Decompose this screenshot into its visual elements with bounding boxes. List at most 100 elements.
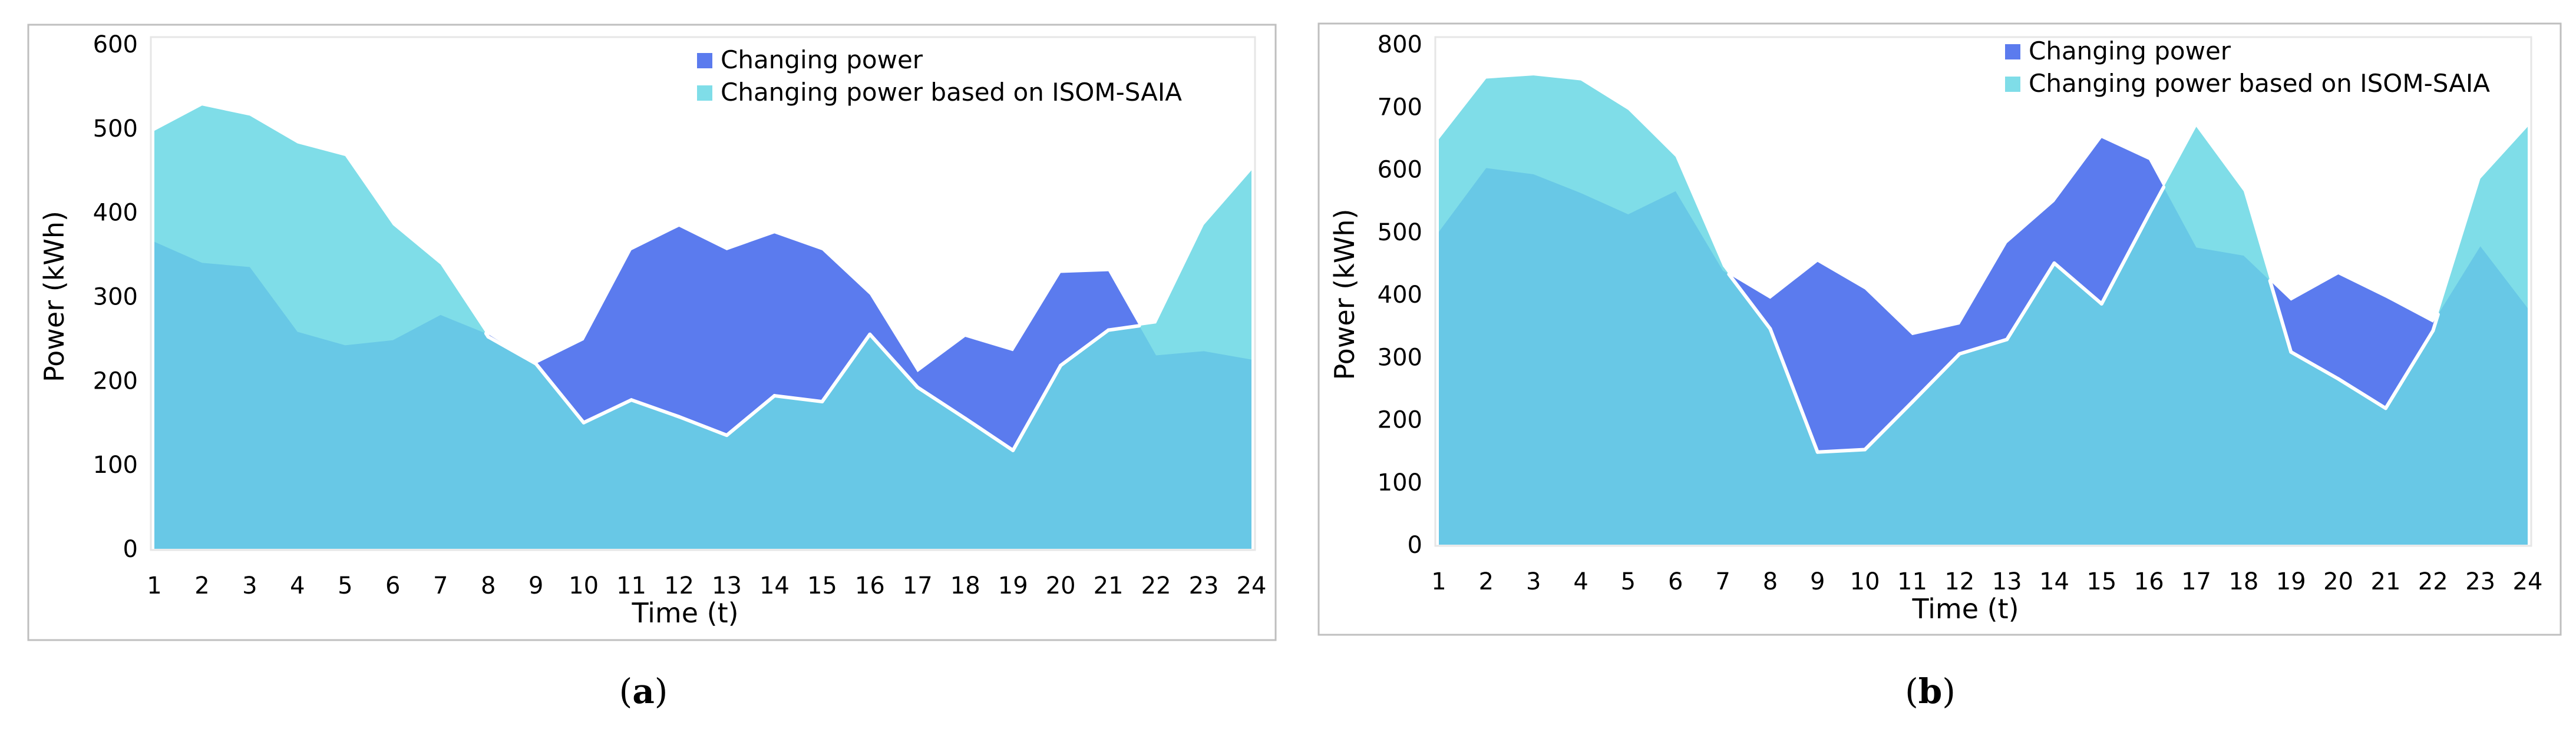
x-tick-label-b: 4: [1573, 568, 1588, 595]
isom-below-outline-a: [1107, 324, 1141, 332]
x-tick-label-b: 12: [1944, 568, 1974, 595]
y-tick-label-b: 100: [1378, 469, 1422, 496]
y-tick-label-a: 200: [93, 367, 138, 395]
y-axis-title-b: Power (kWh): [1329, 209, 1360, 380]
x-axis-title-a: Time (t): [631, 597, 738, 629]
x-tick-label-b: 14: [2039, 568, 2069, 595]
y-tick-label-b: 200: [1378, 407, 1422, 434]
overlap-area-a: [154, 241, 1251, 549]
isom-below-outline-a: [772, 394, 824, 404]
isom-below-outline-a: [725, 394, 777, 438]
y-tick-label-b: 300: [1378, 344, 1422, 371]
caption-a: (a): [619, 671, 668, 711]
x-tick-label-a: 3: [242, 572, 257, 599]
x-tick-label-b: 6: [1668, 568, 1683, 595]
isom-below-outline-b: [2289, 350, 2340, 381]
isom-below-outline-a: [1011, 363, 1063, 452]
x-tick-label-b: 20: [2323, 568, 2353, 595]
x-tick-label-b: 9: [1810, 568, 1825, 595]
isom-below-outline-b: [1910, 352, 1961, 404]
x-tick-label-b: 15: [2086, 568, 2116, 595]
chart-panel-a: 0 100 200 300 400 500 600 1 2 3 4 5 6 7 8 9 10 11 12 13 14 15…: [27, 24, 1277, 711]
x-tick-label-b: 21: [2371, 568, 2401, 595]
x-tick-label-a: 8: [481, 572, 496, 599]
isom-below-outline-a: [820, 332, 872, 404]
x-axis-title-b: Time (t): [1911, 593, 2019, 625]
isom-below-outline-b: [1815, 448, 1867, 454]
x-tick-label-a: 16: [855, 572, 885, 599]
legend-label-a: Changing power: [721, 45, 923, 74]
isom-below-outline-b: [2268, 279, 2293, 354]
x-tick-label-b: 1: [1431, 568, 1446, 595]
legend-label-b: Changing power based on ISOM-SAIA: [2029, 69, 2490, 98]
x-tick-label-a: 1: [147, 572, 161, 599]
caption-b: (b): [1905, 671, 1956, 711]
y-tick-label-a: 100: [93, 452, 138, 479]
x-tick-label-a: 9: [529, 572, 543, 599]
x-tick-label-a: 4: [290, 572, 305, 599]
isom-below-outline-a: [582, 398, 633, 425]
x-tick-label-a: 12: [664, 572, 694, 599]
isom-below-outline-a: [677, 415, 729, 438]
y-tick-label-a: 500: [93, 115, 138, 143]
isom-below-outline-b: [1768, 327, 1819, 454]
x-tick-label-a: 19: [998, 572, 1028, 599]
y-tick-label-a: 400: [93, 200, 138, 227]
isom-below-outline-a: [963, 416, 1015, 452]
x-tick-label-a: 14: [759, 572, 790, 599]
x-tick-label-a: 6: [385, 572, 400, 599]
isom-below-outline-b: [1863, 400, 1914, 452]
y-tick-label-a: 300: [93, 284, 138, 311]
isom-below-outline-b: [2005, 261, 2056, 342]
isom-below-outline-b: [2431, 312, 2440, 333]
x-tick-label-a: 13: [712, 572, 742, 599]
x-tick-label-a: 17: [903, 572, 933, 599]
y-tick-label-b: 0: [1408, 532, 1422, 559]
isom-below-outline-b: [2383, 329, 2435, 410]
caption-a-letter: a: [632, 671, 655, 711]
caption-b-letter: b: [1918, 671, 1943, 711]
isom-below-outline-a: [534, 362, 586, 425]
x-tick-label-a: 18: [950, 572, 980, 599]
x-tick-label-b: 24: [2513, 568, 2543, 595]
x-tick-label-a: 23: [1189, 572, 1219, 599]
x-tick-label-b: 2: [1479, 568, 1494, 595]
y-tick-label-b: 700: [1378, 94, 1422, 121]
isom-below-outline-b: [2147, 185, 2166, 216]
x-tick-label-b: 3: [1526, 568, 1541, 595]
x-tick-label-a: 20: [1046, 572, 1076, 599]
isom-below-outline-b: [1957, 337, 2009, 356]
isom-below-outline-a: [486, 335, 538, 366]
x-tick-label-b: 17: [2181, 568, 2211, 595]
y-tick-label-a: 600: [93, 31, 138, 58]
x-tick-label-b: 13: [1992, 568, 2022, 595]
isom-below-outline-b: [2336, 377, 2387, 410]
x-tick-label-b: 8: [1763, 568, 1778, 595]
isom-below-outline-b: [1727, 272, 1772, 331]
x-tick-label-a: 10: [569, 572, 599, 599]
legend-swatch-b: [2005, 77, 2020, 92]
x-tick-label-a: 22: [1141, 572, 1171, 599]
y-tick-label-a: 0: [123, 536, 138, 563]
isom-below-outline-a: [1059, 328, 1111, 367]
x-tick-label-a: 5: [338, 572, 352, 599]
legend-swatch-a: [697, 53, 712, 68]
isom-below-outline-a: [629, 398, 681, 419]
legend-swatch-b: [2005, 44, 2020, 59]
y-tick-label-b: 400: [1378, 281, 1422, 309]
x-tick-label-b: 10: [1850, 568, 1880, 595]
x-tick-label-b: 19: [2276, 568, 2306, 595]
x-tick-label-b: 5: [1621, 568, 1636, 595]
legend-label-a: Changing power based on ISOM-SAIA: [721, 78, 1182, 107]
x-tick-label-b: 16: [2134, 568, 2164, 595]
x-tick-label-a: 24: [1237, 572, 1267, 599]
x-tick-label-b: 11: [1897, 568, 1927, 595]
y-axis-title-a: Power (kWh): [38, 211, 70, 382]
y-tick-label-b: 500: [1378, 219, 1422, 246]
x-tick-label-a: 21: [1094, 572, 1124, 599]
y-tick-label-b: 600: [1378, 157, 1422, 184]
x-tick-label-b: 22: [2418, 568, 2448, 595]
legend-swatch-a: [697, 85, 712, 101]
